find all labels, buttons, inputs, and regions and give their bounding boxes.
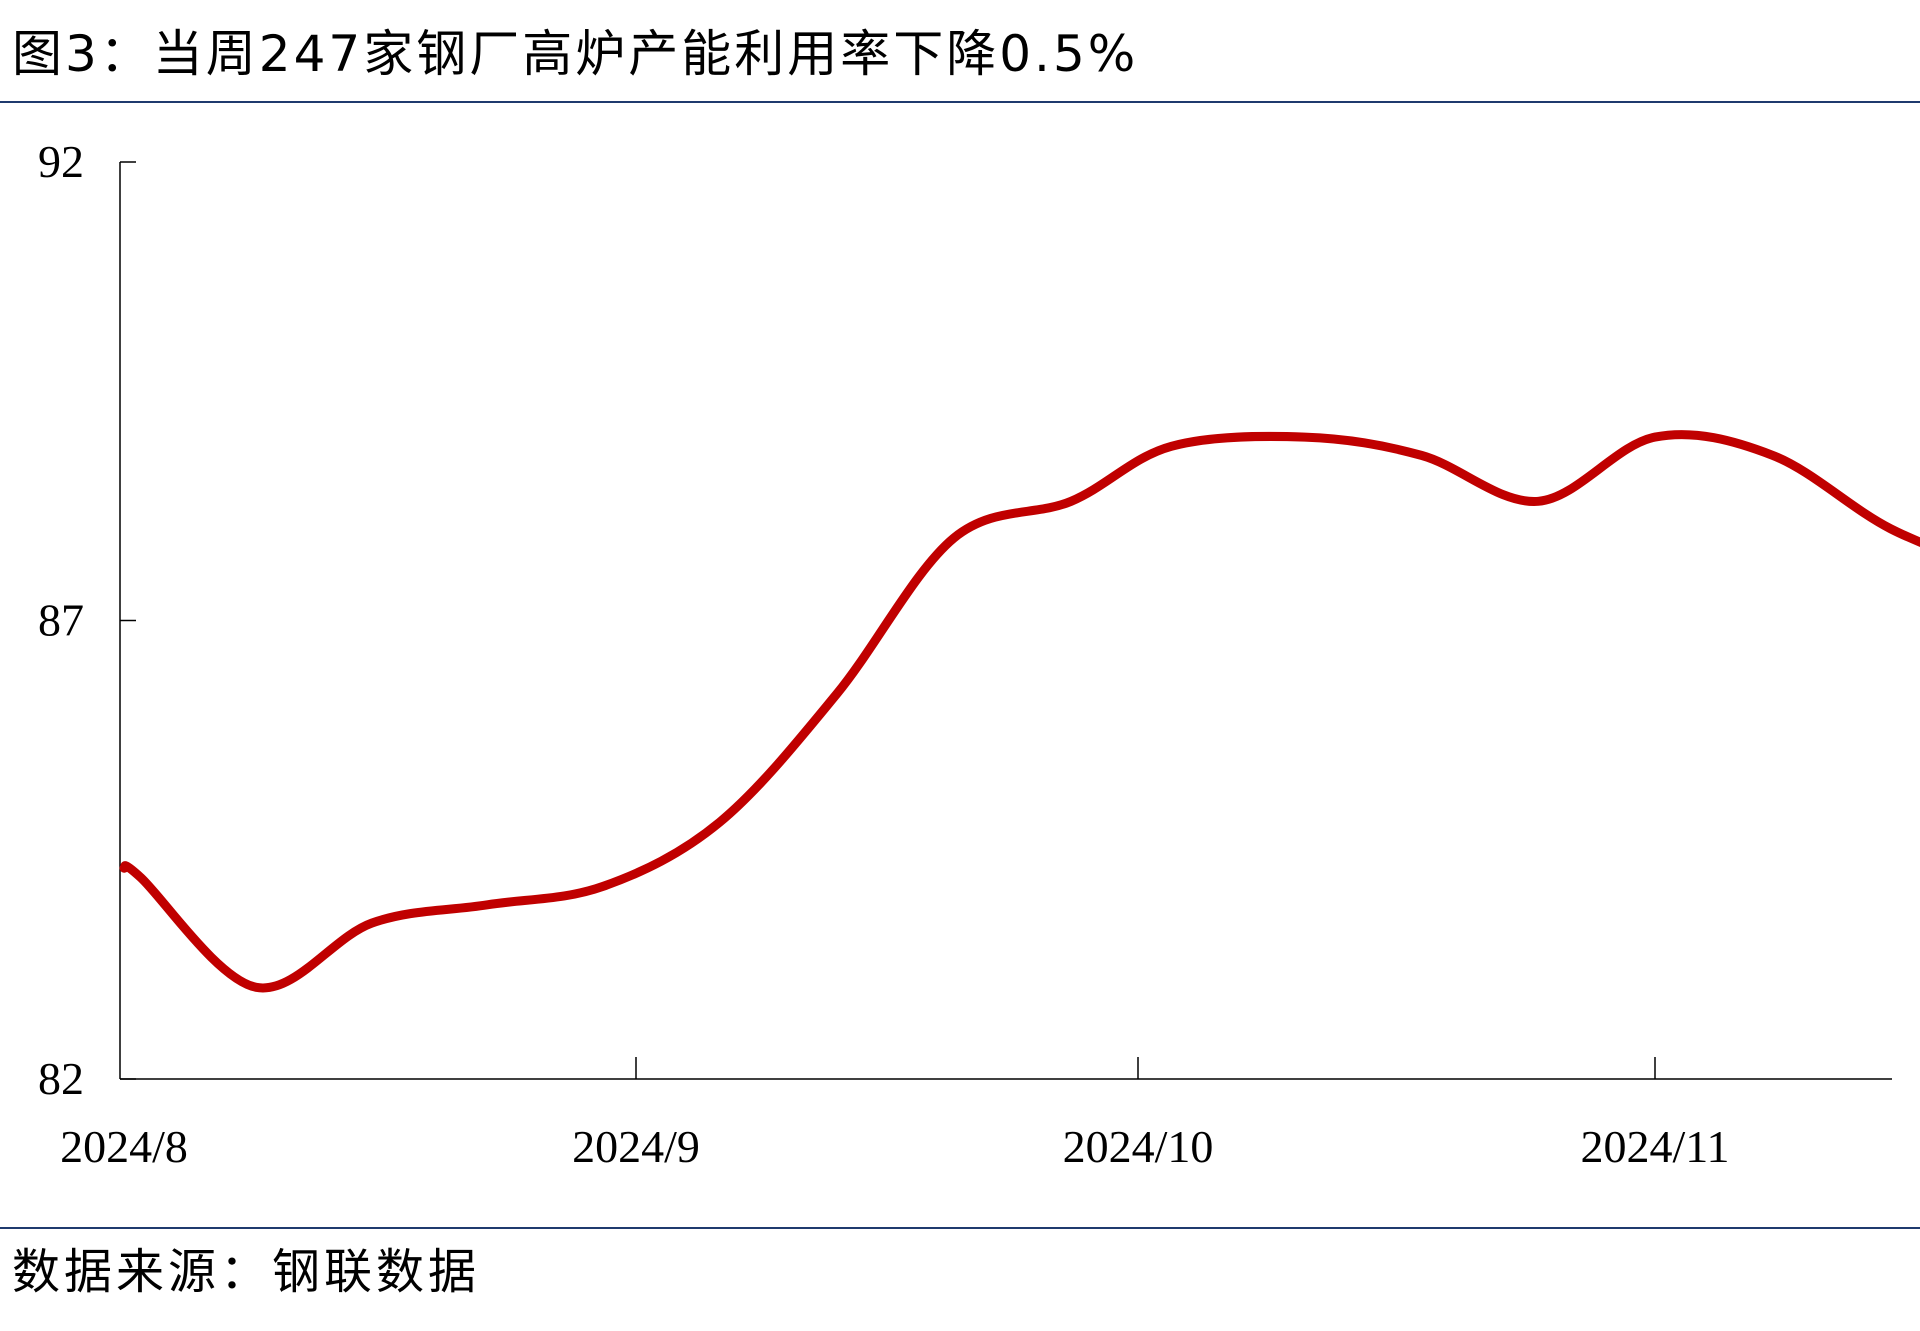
x-axis: 2024/8 2024/9 2024/10 2024/11 <box>60 1057 1892 1172</box>
title-divider <box>0 101 1920 103</box>
x-tick-label: 2024/8 <box>60 1121 188 1172</box>
y-tick-label: 92 <box>38 136 84 187</box>
series-line <box>119 430 1920 993</box>
series-layer <box>119 430 1920 993</box>
y-tick-label: 87 <box>38 595 84 646</box>
x-tick-label: 2024/10 <box>1063 1121 1214 1172</box>
source-note: 数据来源：钢联数据 <box>12 1244 481 1300</box>
source-divider <box>0 1227 1920 1229</box>
y-axis: 92 87 82 <box>38 136 136 1104</box>
x-tick-label: 2024/9 <box>572 1121 700 1172</box>
x-tick-label: 2024/11 <box>1580 1121 1729 1172</box>
chart-title: 图3：当周247家钢厂高炉产能利用率下降0.5% <box>12 25 1139 83</box>
line-chart: 92 87 82 2024/8 2024/9 2024/10 2024/11 <box>38 136 1920 1172</box>
y-tick-label: 82 <box>38 1053 84 1104</box>
